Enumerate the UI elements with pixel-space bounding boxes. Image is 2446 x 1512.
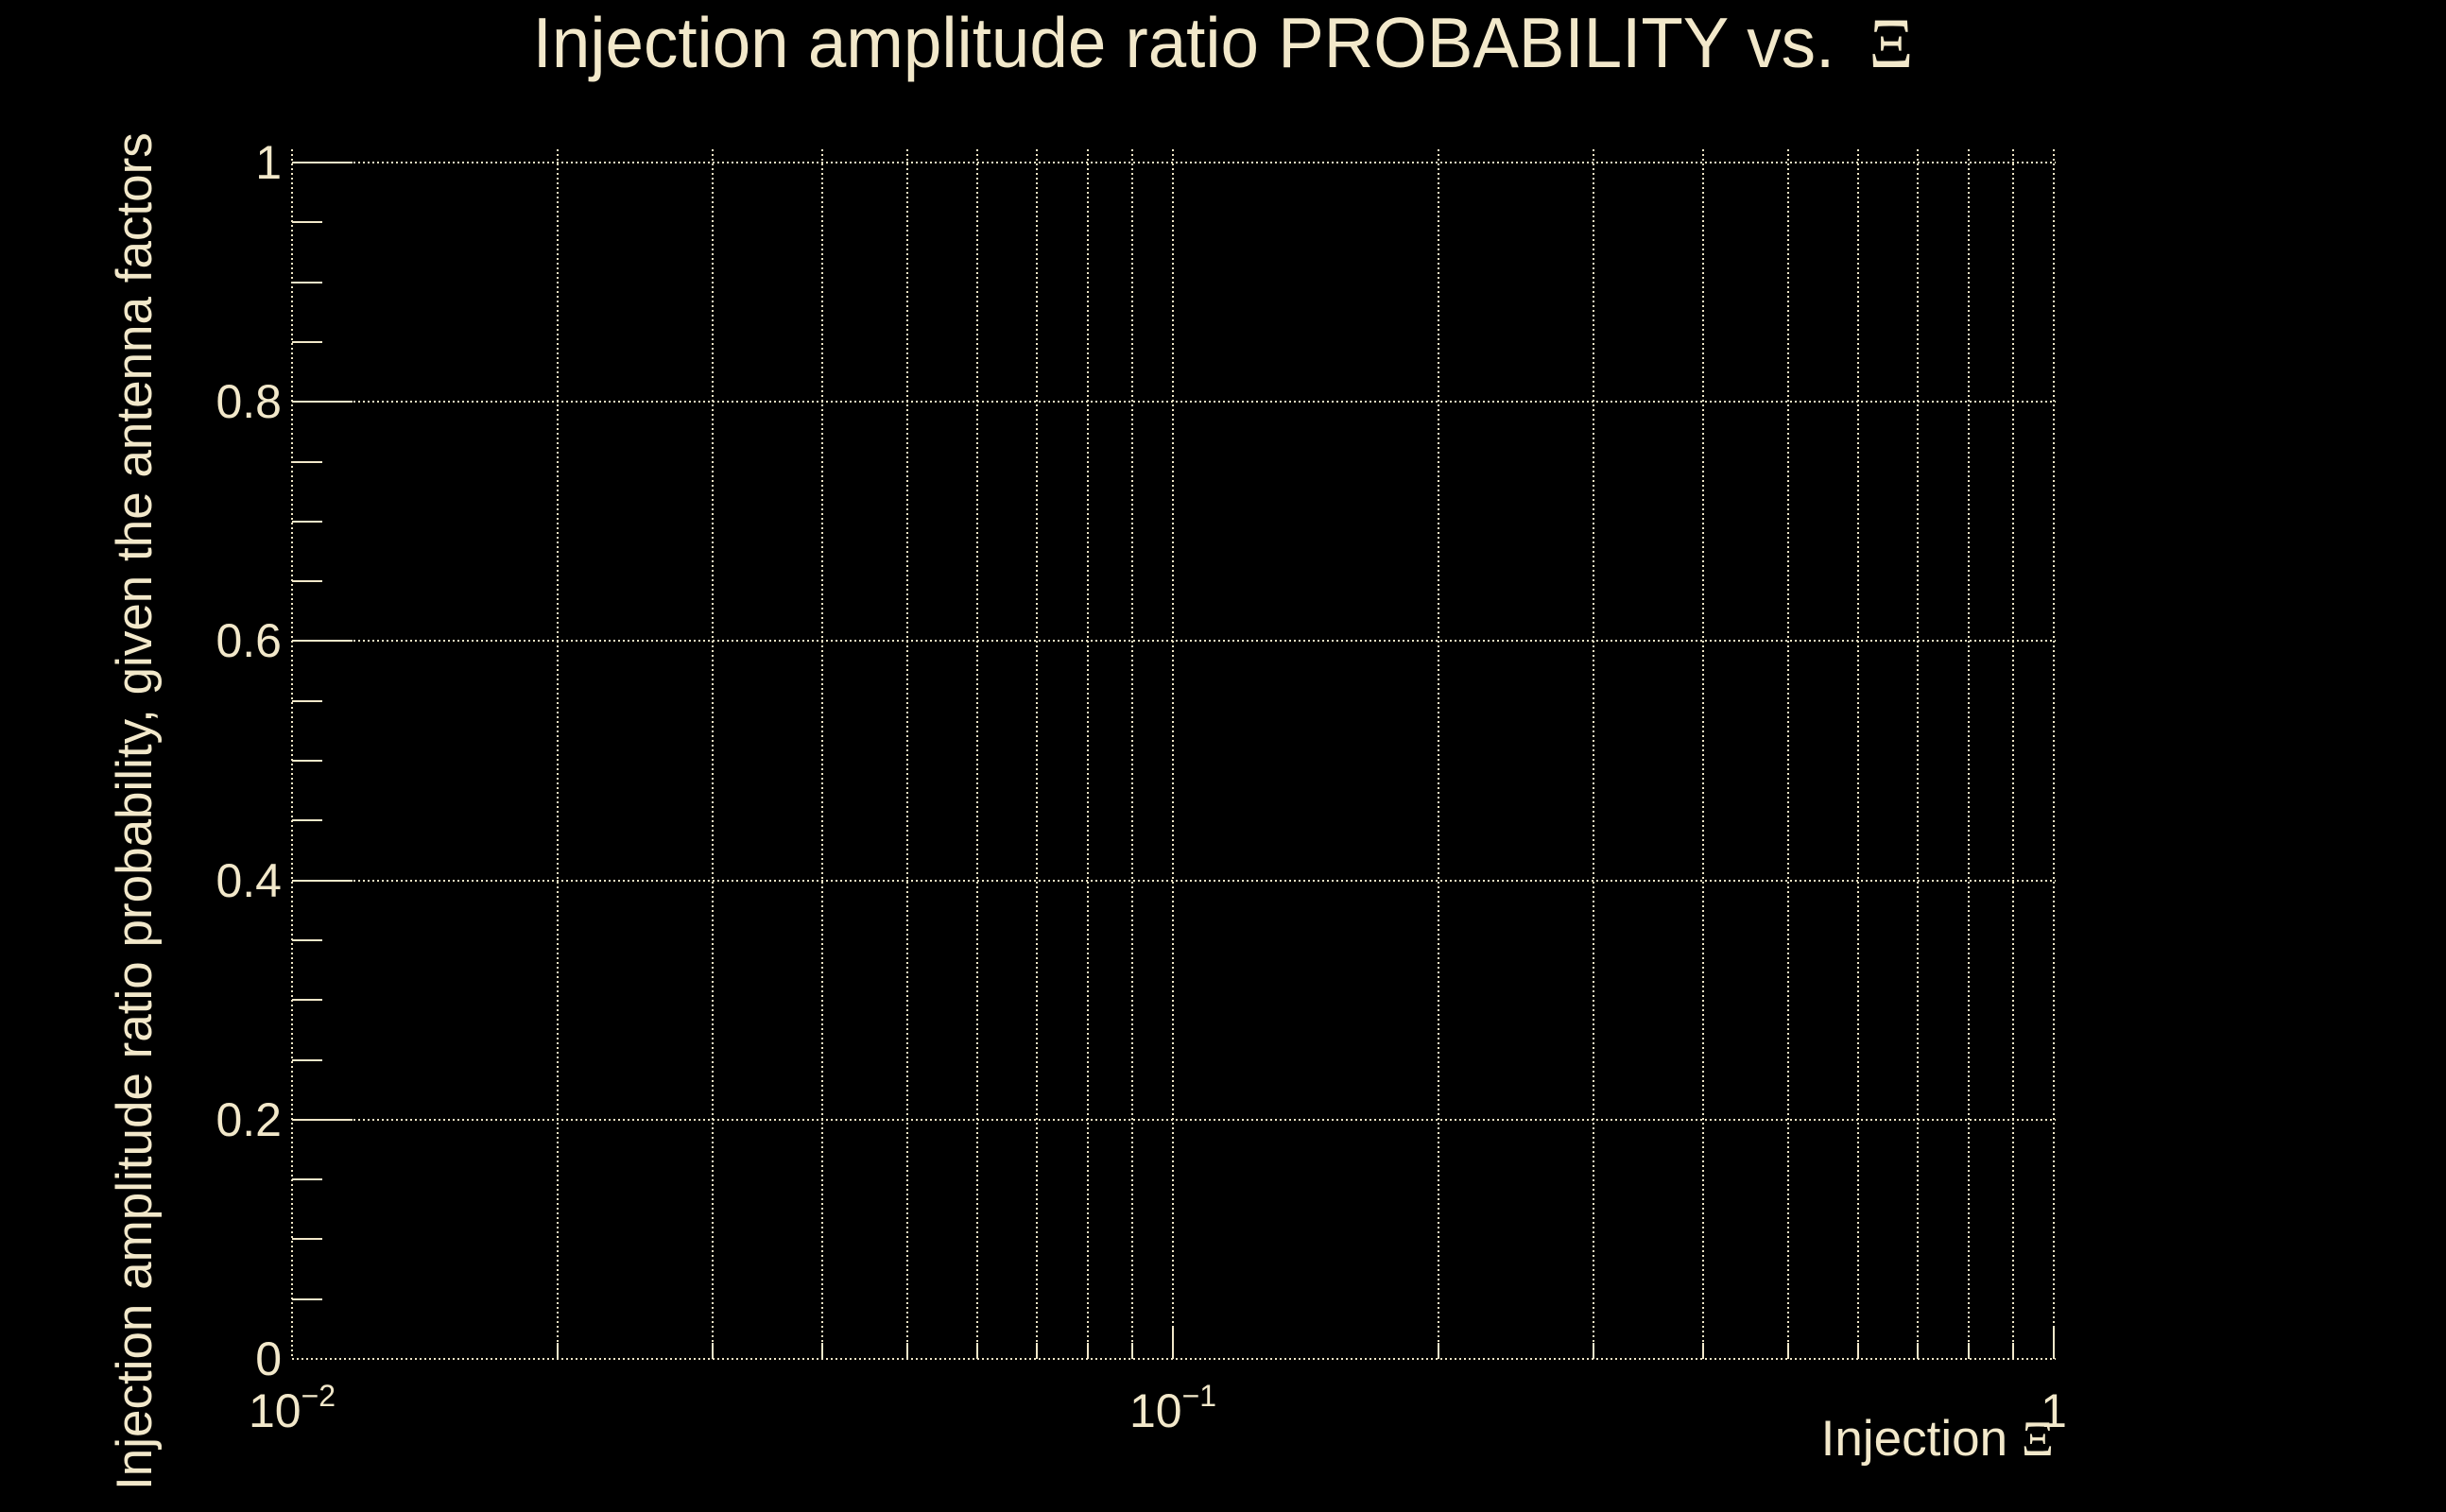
- x-gridline: [976, 149, 979, 1359]
- x-tick-label-exponent: −1: [1181, 1379, 1217, 1413]
- y-minor-tick: [292, 699, 322, 702]
- x-axis-line: [292, 1358, 2056, 1360]
- x-gridline: [1035, 149, 1038, 1359]
- y-tick-label: 0.6: [215, 614, 282, 668]
- x-minor-tick: [1131, 1343, 1134, 1359]
- y-minor-tick: [292, 580, 322, 583]
- x-minor-tick: [1967, 1343, 1970, 1359]
- y-tick-label: 0.4: [215, 853, 282, 907]
- y-axis-title: Injection amplitude ratio probability, g…: [107, 132, 163, 1490]
- x-gridline: [556, 149, 559, 1359]
- y-minor-tick: [292, 760, 322, 762]
- chart-title-text: Injection amplitude ratio PROBABILITY vs…: [532, 3, 1835, 82]
- x-gridline: [906, 149, 909, 1359]
- x-minor-tick: [821, 1343, 824, 1359]
- x-gridline: [1916, 149, 1919, 1359]
- y-minor-tick: [292, 460, 322, 463]
- y-minor-tick: [292, 221, 322, 224]
- x-major-tick: [1172, 1327, 1174, 1359]
- x-gridline: [1787, 149, 1790, 1359]
- x-gridline: [1086, 149, 1089, 1359]
- y-gridline: [292, 640, 2056, 643]
- x-gridline: [821, 149, 824, 1359]
- xi-symbol: Ξ: [2021, 1412, 2054, 1467]
- x-gridline: [1131, 149, 1134, 1359]
- x-tick-label: 10−1: [1128, 1381, 1216, 1437]
- x-minor-tick: [1857, 1343, 1860, 1359]
- y-major-tick: [292, 640, 353, 643]
- x-minor-tick: [1437, 1343, 1439, 1359]
- x-tick-label: 10−2: [248, 1381, 336, 1437]
- y-minor-tick: [292, 1297, 322, 1300]
- y-major-tick: [292, 401, 353, 404]
- x-minor-tick: [1035, 1343, 1038, 1359]
- x-tick-label: 1: [2041, 1387, 2067, 1435]
- x-gridline: [711, 149, 714, 1359]
- x-minor-tick: [906, 1343, 909, 1359]
- x-minor-tick: [1592, 1343, 1594, 1359]
- x-gridline: [1172, 149, 1174, 1359]
- x-minor-tick: [1787, 1343, 1790, 1359]
- y-tick-label: 1: [255, 136, 282, 189]
- y-gridline: [292, 879, 2056, 882]
- x-tick-label-exponent: −2: [301, 1379, 336, 1413]
- x-gridline: [2012, 149, 2015, 1359]
- y-minor-tick: [292, 1058, 322, 1061]
- x-tick-label-base: 1: [2041, 1384, 2067, 1437]
- x-minor-tick: [976, 1343, 979, 1359]
- x-gridline: [1437, 149, 1439, 1359]
- y-major-tick: [292, 162, 353, 163]
- y-minor-tick: [292, 520, 322, 523]
- y-tick-label: 0.2: [215, 1092, 282, 1146]
- y-minor-tick: [292, 938, 322, 941]
- y-gridline: [292, 401, 2056, 404]
- y-minor-tick: [292, 340, 322, 343]
- x-gridline: [1967, 149, 1970, 1359]
- x-minor-tick: [1916, 1343, 1919, 1359]
- x-minor-tick: [2012, 1343, 2015, 1359]
- y-tick-label: 0.8: [215, 375, 282, 429]
- x-minor-tick: [1086, 1343, 1089, 1359]
- x-gridline: [1592, 149, 1594, 1359]
- x-minor-tick: [556, 1343, 559, 1359]
- x-gridline: [2053, 149, 2055, 1359]
- x-minor-tick: [711, 1343, 714, 1359]
- x-major-tick: [2053, 1327, 2055, 1359]
- y-minor-tick: [292, 1178, 322, 1181]
- x-gridline: [1702, 149, 1705, 1359]
- y-minor-tick: [292, 1238, 322, 1241]
- y-major-tick: [292, 1118, 353, 1121]
- xi-symbol: Ξ: [1869, 5, 1914, 83]
- y-minor-tick: [292, 999, 322, 1002]
- y-minor-tick: [292, 281, 322, 284]
- x-gridline: [1857, 149, 1860, 1359]
- x-axis-title-text: Injection: [1820, 1411, 2008, 1467]
- y-minor-tick: [292, 819, 322, 822]
- y-tick-label: 0: [255, 1332, 282, 1385]
- x-tick-label-base: 10: [1128, 1384, 1182, 1437]
- y-major-tick: [292, 879, 353, 882]
- x-tick-label-base: 10: [248, 1384, 301, 1437]
- y-gridline: [292, 1118, 2056, 1121]
- x-axis-title: Injection Ξ: [1821, 1414, 2054, 1465]
- y-gridline: [292, 162, 2056, 163]
- y-axis-line: [291, 149, 293, 1359]
- chart-title: Injection amplitude ratio PROBABILITY vs…: [37, 6, 2409, 82]
- x-minor-tick: [1702, 1343, 1705, 1359]
